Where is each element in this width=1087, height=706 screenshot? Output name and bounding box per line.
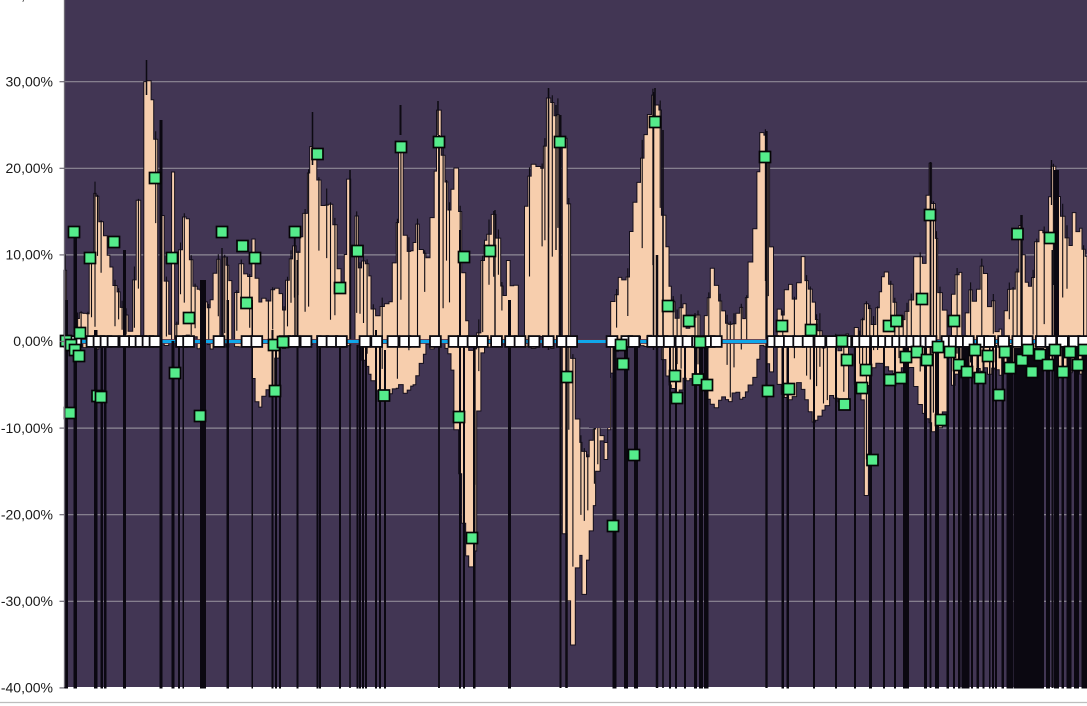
svg-text:-10,00%: -10,00% (1, 420, 53, 436)
svg-text:30,00%: 30,00% (6, 73, 53, 89)
svg-text:-40,00%: -40,00% (1, 680, 53, 696)
svg-text:20,00%: 20,00% (6, 160, 53, 176)
svg-text:-20,00%: -20,00% (1, 506, 53, 522)
svg-text:10,00%: 10,00% (6, 247, 53, 263)
svg-text:-30,00%: -30,00% (1, 593, 53, 609)
svg-text:40,00%: 40,00% (6, 0, 53, 3)
svg-text:0,00%: 0,00% (13, 333, 53, 349)
